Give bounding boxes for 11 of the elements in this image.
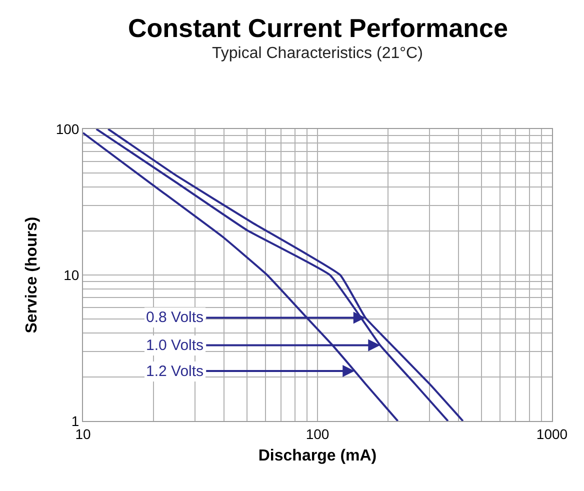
x-axis-title: Discharge (mA) bbox=[258, 448, 377, 464]
annotation: 0.8 Volts bbox=[146, 309, 204, 326]
x-tick-label: 100 bbox=[306, 426, 330, 442]
chart-title: Constant Current Performance bbox=[128, 13, 508, 43]
annotation: 1.0 Volts bbox=[146, 337, 204, 354]
y-tick-label: 100 bbox=[56, 120, 80, 137]
y-tick-label: 10 bbox=[64, 266, 80, 283]
annotation: 1.2 Volts bbox=[146, 363, 204, 380]
chart-subtitle: Typical Characteristics (21°C) bbox=[212, 45, 423, 62]
y-axis-title: Service (hours) bbox=[24, 216, 41, 334]
x-tick-label: 1000 bbox=[536, 426, 568, 442]
